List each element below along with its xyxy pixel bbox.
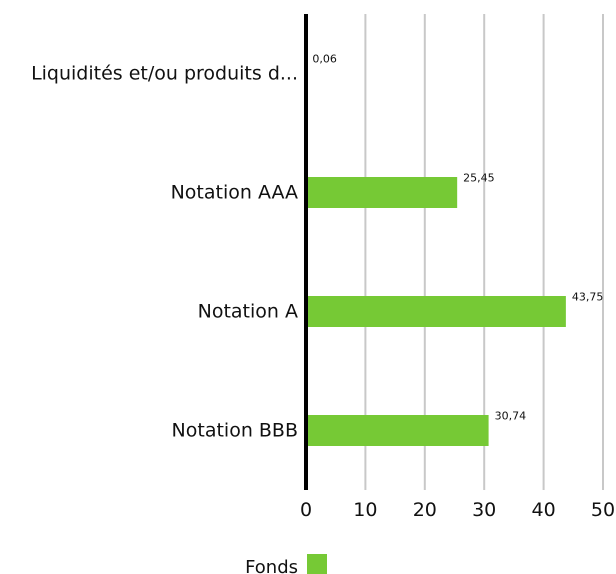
x-tick-label: 20 — [413, 499, 437, 521]
category-label: Notation AAA — [171, 182, 298, 204]
x-axis-tick-labels: 0 10 20 30 40 50 — [300, 499, 615, 521]
category-label: Liquidités et/ou produits d... — [31, 63, 298, 85]
bar — [306, 415, 489, 446]
x-tick-label: 40 — [532, 499, 556, 521]
bar — [306, 296, 566, 327]
legend-label: Fonds — [245, 557, 298, 574]
x-tick-label: 50 — [591, 499, 615, 521]
x-tick-label: 0 — [300, 499, 312, 521]
category-label: Notation A — [198, 301, 298, 323]
category-label: Notation BBB — [172, 420, 298, 442]
x-tick-label: 10 — [353, 499, 377, 521]
legend-swatch — [307, 554, 327, 574]
data-label: 30,74 — [495, 410, 526, 423]
gridlines — [364, 14, 604, 490]
data-label: 0,06 — [312, 53, 337, 66]
x-tick-label: 30 — [472, 499, 496, 521]
bar — [306, 177, 458, 208]
data-labels: 0,06 25,45 43,75 30,74 — [312, 53, 603, 423]
data-label: 43,75 — [572, 291, 604, 304]
data-label: 25,45 — [463, 172, 495, 185]
bars — [306, 58, 566, 446]
category-labels: Liquidités et/ou produits d... Notation A… — [31, 63, 298, 442]
legend: Fonds — [245, 554, 327, 574]
